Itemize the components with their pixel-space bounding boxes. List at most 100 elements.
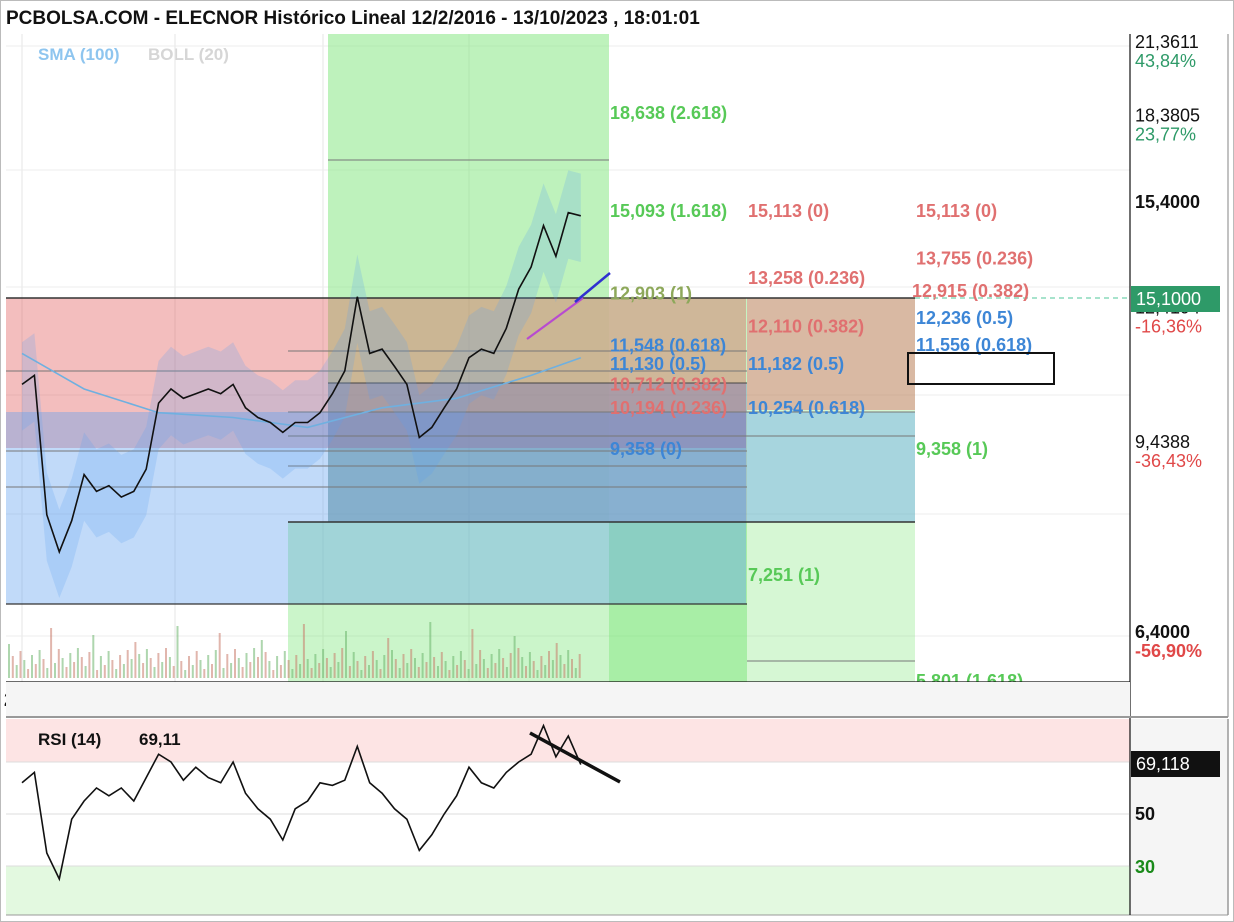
- fib-label: 11,130 (0.5): [610, 354, 706, 374]
- volume-bar: [341, 648, 344, 678]
- volume-bar: [532, 661, 535, 678]
- volume-bar: [276, 656, 279, 678]
- volume-bar: [356, 661, 359, 678]
- volume-bar: [394, 659, 397, 678]
- volume-bar: [191, 665, 194, 678]
- volume-bar: [50, 628, 53, 678]
- volume-bar: [467, 669, 470, 678]
- volume-bar: [42, 659, 45, 678]
- rsi-plot-area: [6, 719, 1130, 915]
- volume-bar: [475, 664, 478, 678]
- volume-bar: [126, 650, 129, 678]
- volume-bar: [111, 660, 114, 678]
- volume-bar: [15, 665, 18, 678]
- volume-bar: [184, 670, 187, 678]
- volume-bar: [188, 656, 190, 678]
- volume-bar: [525, 666, 527, 678]
- volume-bar: [574, 668, 577, 678]
- volume-bar: [352, 652, 355, 678]
- volume-bar: [264, 652, 267, 678]
- volume-bar: [195, 651, 198, 678]
- volume-bar: [287, 660, 290, 678]
- volume-bar: [157, 653, 160, 678]
- volume-bar: [406, 663, 409, 678]
- volume-bar: [253, 648, 256, 678]
- volume-bar: [375, 660, 378, 678]
- volume-bar: [69, 653, 72, 678]
- volume-bar: [291, 669, 294, 678]
- volume-bar: [92, 635, 95, 678]
- volume-bar: [61, 658, 64, 678]
- price-axis-pct: -16,36%: [1135, 317, 1202, 337]
- volume-bar: [57, 649, 60, 678]
- price-axis-pct: -56,90%: [1135, 641, 1202, 661]
- volume-bar: [283, 651, 286, 678]
- volume-bar: [379, 669, 382, 678]
- volume-bar: [8, 644, 10, 678]
- volume-bar: [337, 662, 340, 678]
- volume-bar: [444, 661, 447, 678]
- price-axis-tick: 9,4388: [1135, 432, 1190, 452]
- volume-bar: [168, 657, 171, 678]
- volume-bar: [437, 666, 439, 678]
- volume-bar: [119, 655, 122, 678]
- volume-bar: [65, 667, 68, 678]
- volume-bar: [452, 656, 455, 678]
- volume-bar: [165, 648, 167, 678]
- fib-label: 18,638 (2.618): [610, 103, 727, 123]
- rsi-last-badge: [1131, 751, 1220, 777]
- volume-bar: [551, 660, 554, 678]
- volume-bar: [314, 654, 317, 678]
- rsi-trendline: [529, 731, 621, 784]
- fib-extension-zone-3: [747, 298, 915, 682]
- volume-bar: [482, 659, 485, 678]
- price-plot-area: [6, 34, 1130, 682]
- volume-bar: [23, 660, 26, 678]
- fib-label: 10,712 (0.382): [610, 374, 727, 394]
- volume-bar: [490, 654, 493, 678]
- volume-bar: [402, 654, 405, 678]
- volume-bar: [528, 652, 531, 678]
- volume-bar: [103, 665, 106, 678]
- price-axis-tick: 15,4000: [1135, 192, 1200, 212]
- volume-bar: [322, 649, 325, 678]
- volume-bar: [245, 653, 248, 678]
- volume-bar: [295, 655, 298, 678]
- volume-bar: [176, 626, 179, 678]
- fib-label: 11,556 (0.618): [916, 335, 1032, 355]
- sma-line: [21, 352, 582, 429]
- last-price-badge: [1131, 286, 1220, 312]
- volume-bar: [249, 662, 252, 678]
- volume-bar: [130, 659, 133, 678]
- volume-bar: [448, 670, 451, 678]
- volume-bar: [230, 663, 233, 678]
- volume-bar: [360, 670, 363, 678]
- rsi-level-50: 50: [1135, 804, 1155, 824]
- volume-bar: [122, 664, 125, 678]
- fib-label: 15,093 (1.618): [610, 201, 727, 221]
- fib-label: 9,358 (1): [916, 439, 988, 459]
- volume-bar: [540, 656, 543, 678]
- bollinger-band: [22, 170, 581, 598]
- volume-bar: [498, 649, 501, 678]
- volume-bar: [513, 636, 516, 678]
- volume-bar: [180, 661, 183, 678]
- volume-bar: [237, 658, 240, 678]
- fib-extension-zone-2: [609, 298, 747, 682]
- volume-bar: [333, 653, 336, 678]
- fib-extension-zone: [328, 34, 609, 522]
- volume-bar: [459, 651, 462, 678]
- volume-bar: [425, 662, 428, 678]
- fib-label: 15,113 (0): [916, 201, 997, 221]
- volume-bar: [318, 663, 321, 678]
- fib-label: 9,358 (0): [610, 439, 682, 459]
- volume-bar: [383, 655, 386, 678]
- volume-bar: [199, 660, 202, 678]
- volume-bar: [226, 654, 229, 678]
- volume-bar: [134, 642, 137, 678]
- volume-bar: [433, 657, 436, 678]
- volume-bar: [27, 669, 30, 678]
- volume-bar: [260, 640, 263, 678]
- volume-bar: [142, 663, 145, 678]
